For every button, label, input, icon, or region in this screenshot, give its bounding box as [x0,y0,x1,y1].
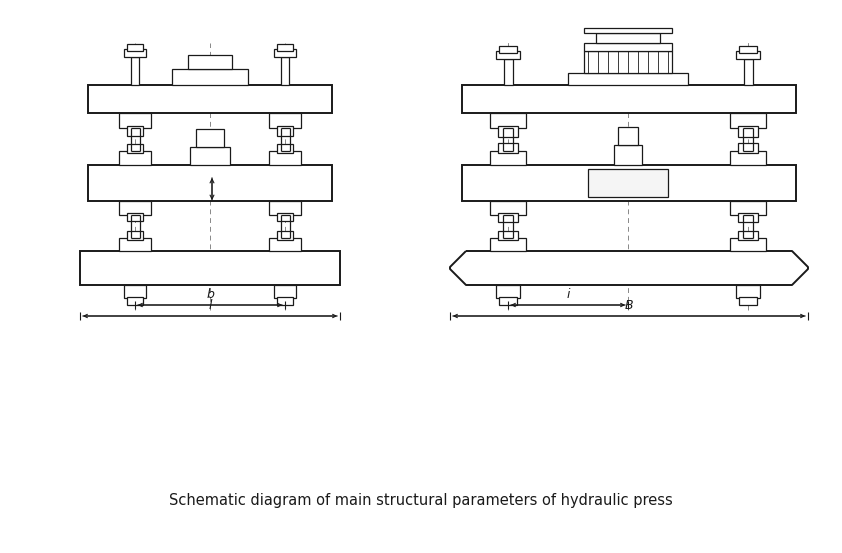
Bar [730,151,766,165]
Bar [127,126,143,136]
Text: i: i [567,288,570,301]
Bar [588,169,668,197]
Bar [736,285,760,298]
Bar [277,213,293,221]
Bar [131,57,139,85]
Bar [127,231,143,240]
Bar [119,201,151,215]
Bar [584,28,672,33]
Bar [738,126,758,137]
Bar [88,165,332,201]
Bar [498,143,518,153]
Bar [274,285,296,298]
Bar [269,238,301,251]
Bar [88,85,332,113]
Bar [277,126,293,136]
Bar [269,201,301,215]
Bar [172,69,248,85]
Bar [568,73,688,85]
Bar [596,33,660,43]
Bar [498,126,518,137]
Bar [277,144,293,153]
Bar [490,238,526,251]
Bar [119,113,151,128]
Bar [124,49,146,57]
Bar [618,127,638,145]
Bar [498,213,518,222]
Bar [498,231,518,240]
Bar [462,165,796,201]
Bar [490,201,526,215]
Bar [190,147,230,165]
Bar [127,297,143,305]
Bar [127,44,143,51]
Bar [730,201,766,215]
Bar [744,59,753,85]
Bar [738,213,758,222]
Bar [584,51,672,73]
Bar [119,151,151,165]
Bar [490,113,526,128]
Bar [127,144,143,153]
Bar [738,143,758,153]
Bar [490,151,526,165]
Bar [80,251,340,285]
Bar [730,238,766,251]
Bar [739,297,757,305]
Bar [127,213,143,221]
Bar [504,59,513,85]
Bar [730,113,766,128]
Bar [124,285,146,298]
Bar [277,297,293,305]
Bar [281,57,289,85]
Bar [496,285,520,298]
Text: l: l [208,299,211,312]
Bar [614,145,642,165]
Bar [269,113,301,128]
Bar [738,231,758,240]
Text: Schematic diagram of main structural parameters of hydraulic press: Schematic diagram of main structural par… [169,493,673,509]
Bar [119,238,151,251]
Bar [739,46,757,53]
Bar [269,151,301,165]
Bar [277,231,293,240]
Bar [274,49,296,57]
Text: B: B [625,299,633,312]
Bar [496,51,520,59]
Bar [462,85,796,113]
Bar [196,129,224,147]
Bar [736,51,760,59]
Text: b: b [206,288,214,301]
Bar [499,46,517,53]
Bar [499,297,517,305]
Polygon shape [450,251,808,285]
Bar [188,55,232,69]
Bar [584,43,672,51]
Bar [277,44,293,51]
